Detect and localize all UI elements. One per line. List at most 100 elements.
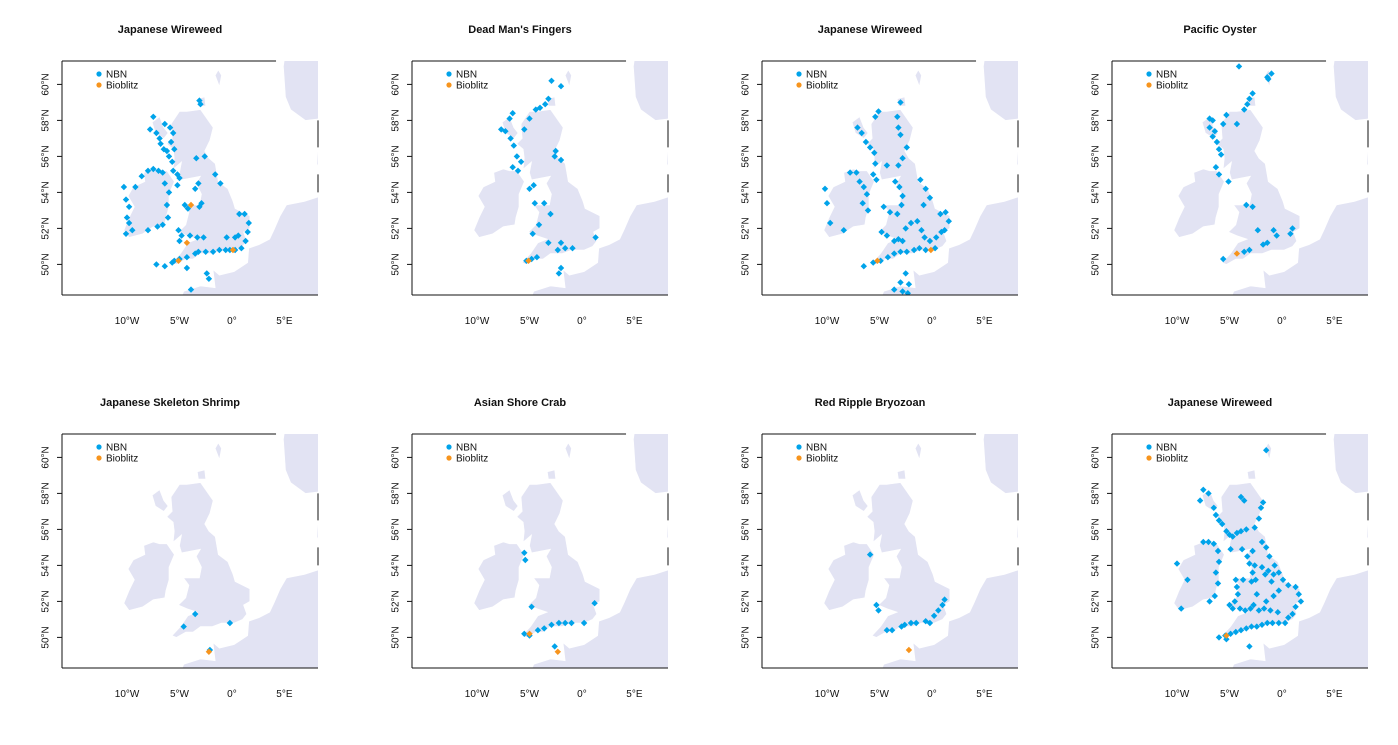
nbn-point xyxy=(187,286,195,293)
x-tick-label: 10°W xyxy=(815,316,840,327)
legend-bioblitz-marker xyxy=(1146,455,1152,461)
y-tick-label: 50°N xyxy=(391,253,402,275)
y-tick-label: 56°N xyxy=(391,145,402,167)
nbn-point xyxy=(873,601,880,609)
legend-bioblitz-marker xyxy=(446,82,452,88)
map-chart: 50°N 52°N 54°N 56°N 58°N 60°N 10°W 5°W 0° 5°E NBNB… xyxy=(391,433,669,700)
legend-label: NBN xyxy=(106,70,127,81)
nbn-point xyxy=(183,264,191,272)
plot-area xyxy=(1173,434,1368,668)
nbn-point xyxy=(899,155,906,162)
nbn-point xyxy=(165,189,173,196)
chart-title: Dead Man's Fingers xyxy=(468,24,572,36)
land-mass xyxy=(283,61,318,121)
nbn-point xyxy=(926,194,934,201)
y-tick-label: 54°N xyxy=(741,181,752,203)
land-mass xyxy=(214,69,222,88)
chart-title: Japanese Wireweed xyxy=(1167,397,1273,409)
legend-label: NBN xyxy=(456,443,477,454)
nbn-point xyxy=(125,203,133,210)
nbn-point xyxy=(557,264,565,272)
nbn-point xyxy=(200,234,207,241)
land-mass xyxy=(316,517,318,541)
land-mass xyxy=(1216,109,1301,265)
land-mass xyxy=(1231,569,1368,668)
nbn-point xyxy=(165,153,173,160)
plot-area xyxy=(1173,61,1368,295)
bioblitz-point xyxy=(554,648,561,655)
land-mass xyxy=(914,442,922,461)
land-mass xyxy=(546,469,557,480)
nbn-point xyxy=(1264,619,1271,627)
bioblitz-point xyxy=(525,257,532,264)
x-tick-label: 0° xyxy=(927,689,937,700)
nbn-point xyxy=(122,196,130,203)
nbn-point xyxy=(513,153,521,160)
nbn-point xyxy=(166,124,174,131)
nbn-point xyxy=(904,290,911,295)
nbn-point xyxy=(1211,592,1218,600)
nbn-point xyxy=(161,120,168,128)
nbn-point xyxy=(1200,538,1207,546)
nbn-point xyxy=(1219,520,1226,528)
y-tick-label: 54°N xyxy=(1091,554,1102,576)
nbn-point xyxy=(125,219,133,227)
map-chart: 50°N 52°N 54°N 56°N 58°N 60°N 10°W 5°W 0° 5°E NBNB… xyxy=(1091,60,1369,327)
map-panel: Japanese Wireweed 50°N 52°N 54°N 56°N 58°N 60°… xyxy=(0,0,340,340)
nbn-point xyxy=(1215,146,1223,153)
nbn-point xyxy=(122,230,130,237)
nbn-point xyxy=(886,209,894,216)
nbn-point xyxy=(171,146,178,153)
y-tick-label: 56°N xyxy=(391,518,402,540)
axes-frame xyxy=(1111,433,1369,669)
y-tick-label: 60°N xyxy=(741,73,752,95)
legend-nbn-marker xyxy=(1146,71,1152,77)
legend-nbn-marker xyxy=(446,444,452,450)
nbn-point xyxy=(1237,493,1245,501)
legend-bioblitz-marker xyxy=(1146,82,1152,88)
chart-title: Japanese Wireweed xyxy=(817,24,923,36)
map-panel: Japanese Wireweed 50°N 52°N 54°N 56°N 58°N 60°… xyxy=(1050,373,1390,713)
x-tick-label: 0° xyxy=(227,316,237,327)
nbn-point xyxy=(1235,63,1243,70)
legend-label: NBN xyxy=(1156,70,1177,81)
legend-label: Bioblitz xyxy=(1156,81,1188,92)
land-mass xyxy=(531,196,668,295)
nbn-point xyxy=(562,619,569,627)
nbn-point xyxy=(506,115,513,122)
plot-area xyxy=(821,61,1018,295)
nbn-point xyxy=(129,227,136,234)
nbn-point xyxy=(159,169,166,176)
x-tick-label: 10°W xyxy=(115,689,140,700)
nbn-point xyxy=(1233,120,1241,128)
bioblitz-point xyxy=(905,646,913,654)
nbn-point xyxy=(897,99,904,106)
nbn-point xyxy=(163,201,171,209)
legend-label: Bioblitz xyxy=(456,81,488,92)
x-tick-label: 10°W xyxy=(1165,689,1190,700)
land-mass xyxy=(123,541,175,611)
land-mass xyxy=(166,482,251,638)
nbn-point xyxy=(186,232,194,239)
nbn-point xyxy=(244,228,251,236)
land-mass xyxy=(1333,61,1368,121)
nbn-point xyxy=(1173,560,1181,567)
nbn-point xyxy=(1214,580,1222,587)
chart-title: Pacific Oyster xyxy=(1183,24,1257,36)
chart-title: Asian Shore Crab xyxy=(473,397,567,409)
nbn-point xyxy=(530,182,537,189)
land-mass xyxy=(881,569,1018,668)
nbn-point xyxy=(854,124,861,131)
nbn-point xyxy=(193,155,200,162)
land-mass xyxy=(866,109,951,265)
nbn-point xyxy=(236,210,243,218)
x-tick-label: 0° xyxy=(577,316,587,327)
nbn-point xyxy=(1233,583,1241,591)
nbn-point xyxy=(238,245,245,252)
y-tick-label: 52°N xyxy=(391,217,402,239)
y-tick-label: 60°N xyxy=(41,446,52,468)
y-tick-label: 58°N xyxy=(741,482,752,504)
nbn-point xyxy=(245,219,252,227)
